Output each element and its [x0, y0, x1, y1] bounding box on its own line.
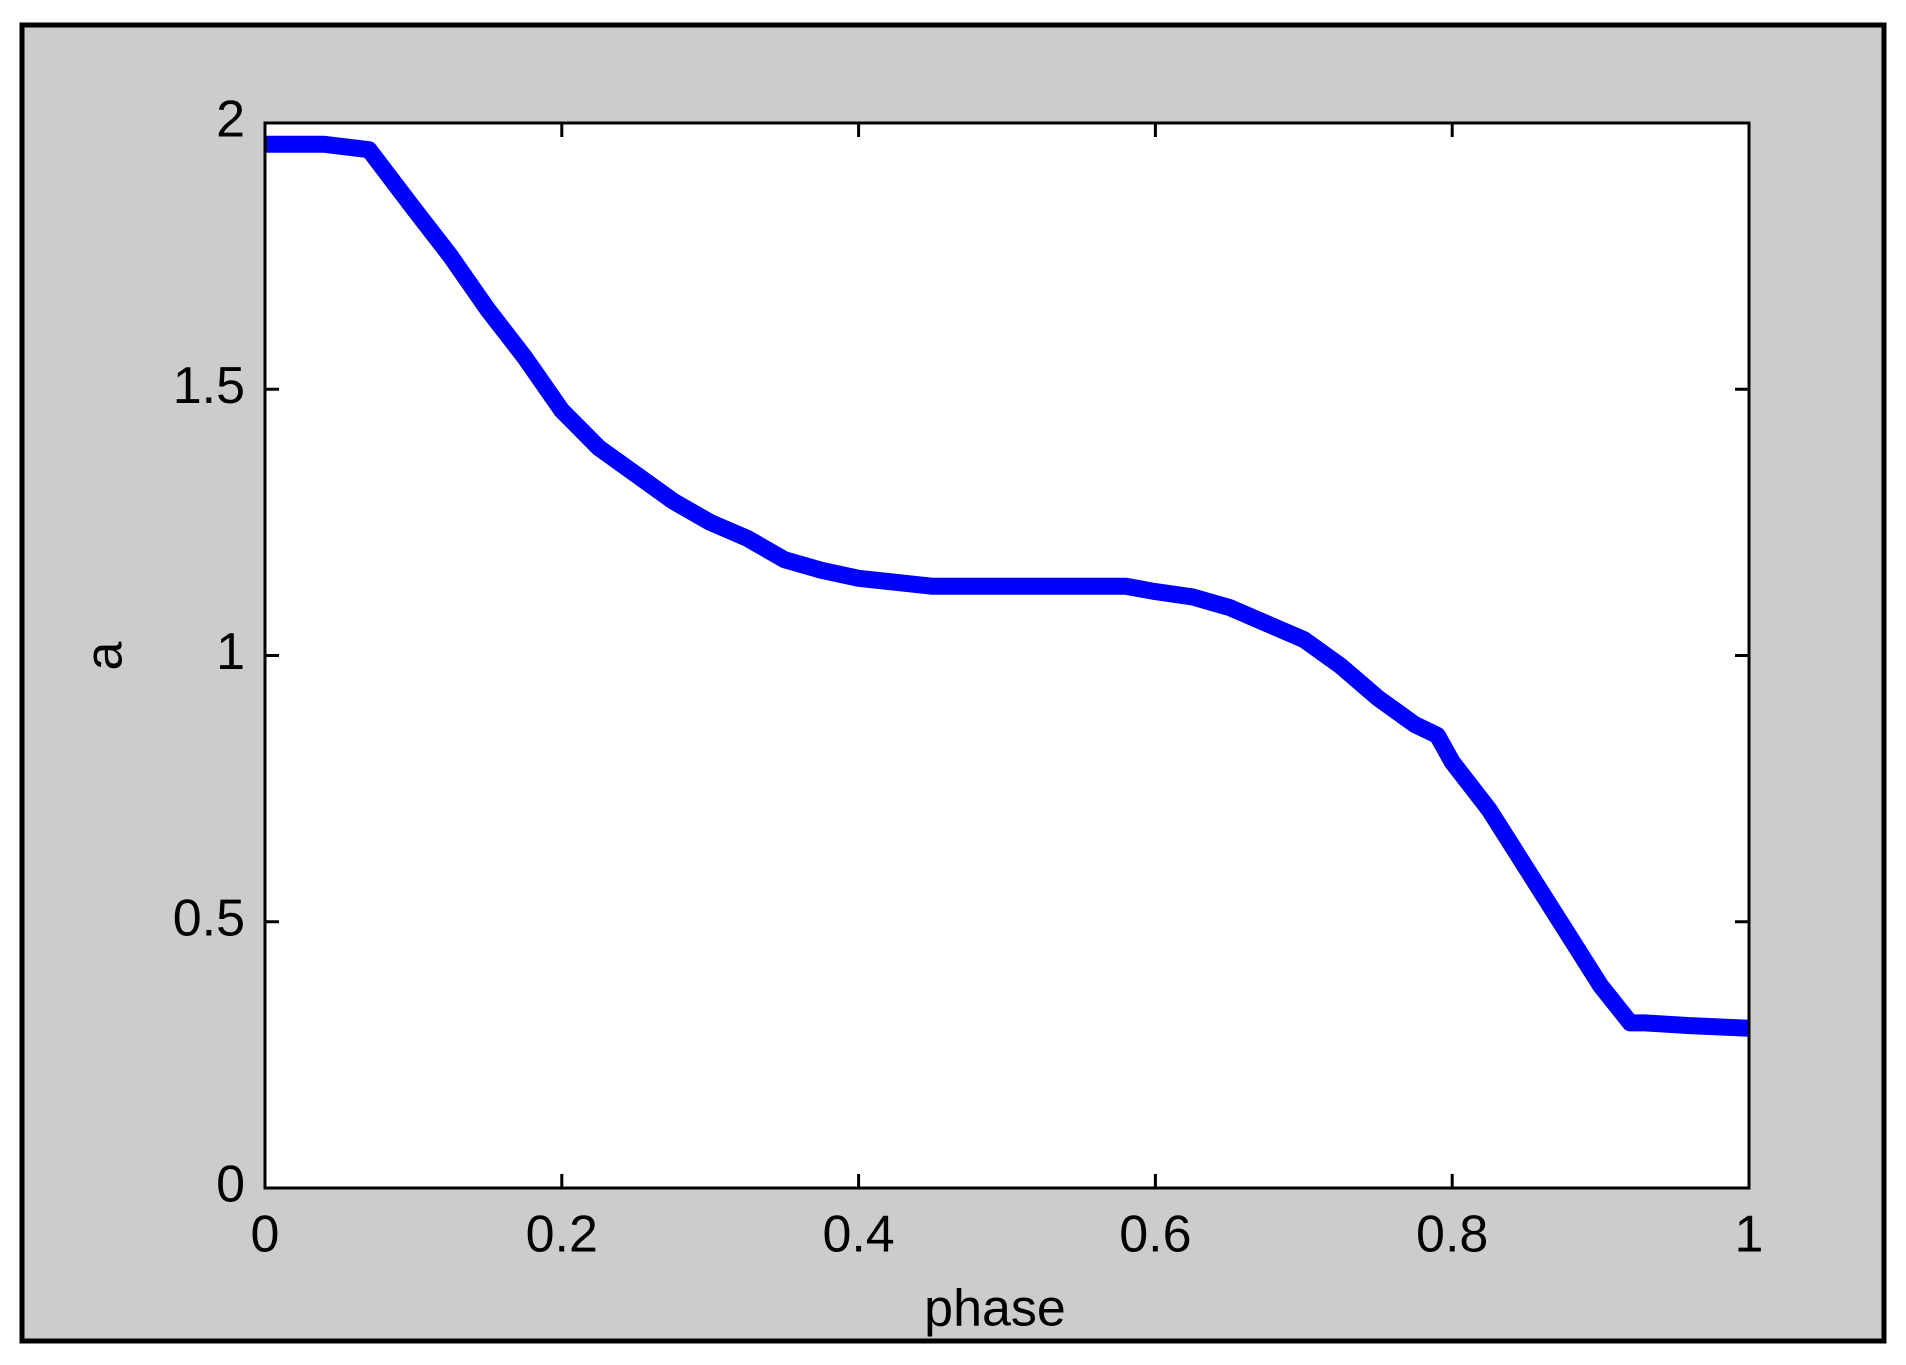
y-tick-label: 2 — [216, 91, 245, 149]
x-tick-label: 0.2 — [526, 1206, 598, 1264]
x-tick-label: 1 — [1735, 1206, 1764, 1264]
y-tick-label: 0.5 — [173, 889, 245, 947]
marks — [265, 135, 1750, 1037]
y-tick-label: 1.5 — [173, 357, 245, 415]
x-axis-label: phase — [924, 1280, 1066, 1338]
x-tick-label: 0.4 — [822, 1206, 894, 1264]
data-line — [265, 135, 1750, 1037]
x-tick-label: 0.8 — [1416, 1206, 1488, 1264]
x-tick-label: 0.6 — [1119, 1206, 1191, 1264]
x-tick-label: 0 — [251, 1206, 280, 1264]
y-tick-label: 1 — [216, 623, 245, 681]
y-tick-label: 0 — [216, 1156, 245, 1214]
y-axis-label: a — [76, 641, 134, 670]
plot-area — [265, 123, 1749, 1188]
